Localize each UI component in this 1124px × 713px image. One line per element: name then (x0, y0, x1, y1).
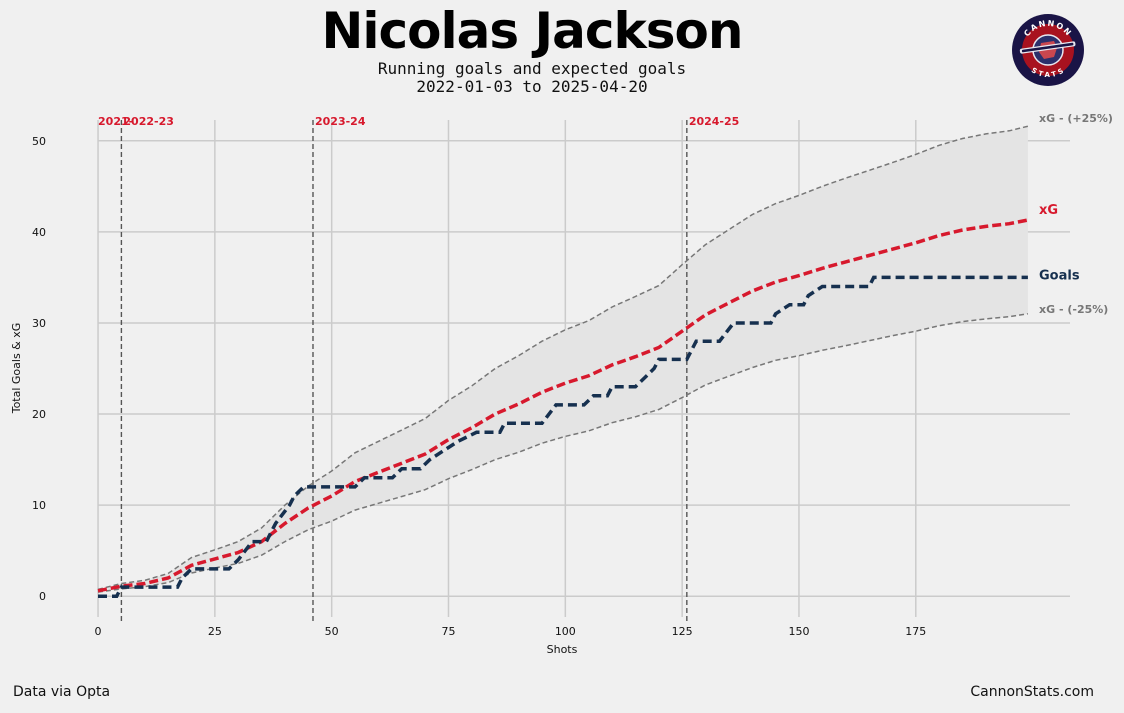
y-tick-label: 40 (32, 226, 46, 239)
cannonstats-logo: CANNON STATS (1012, 14, 1084, 86)
chart-subtitle: Running goals and expected goals (377, 59, 687, 78)
xg-minus-25-line (97, 313, 1029, 593)
x-tick-label: 50 (325, 625, 339, 638)
y-tick-label: 0 (39, 590, 46, 603)
date-range: 2022-01-03 to 2025-04-20 (416, 77, 648, 96)
x-tick-label: 150 (788, 625, 809, 638)
chart-title: Nicolas Jackson (321, 2, 744, 60)
series-lines (97, 125, 1029, 598)
data-source: Data via Opta (13, 684, 111, 700)
site-credit: CannonStats.com (970, 684, 1094, 700)
goals-end-label: Goals (1039, 268, 1080, 283)
y-tick-label: 30 (32, 317, 46, 330)
series-end-labels: xG - (+25%) xG Goals xG - (-25%) (1039, 112, 1113, 316)
xg-band (98, 126, 1028, 593)
goals-line (98, 275, 1028, 598)
x-tick-label: 25 (208, 625, 222, 638)
x-tick-label: 100 (555, 625, 576, 638)
y-axis-label: Total Goals & xG (10, 323, 23, 415)
axis-ticks: 0 25 50 75 100 125 150 175 0 10 20 30 40 50 (32, 135, 926, 638)
x-tick-label: 0 (95, 625, 102, 638)
y-tick-label: 10 (32, 499, 46, 512)
xg-line (97, 218, 1029, 593)
xg-minus-25-label: xG - (-25%) (1039, 303, 1108, 316)
season-label: 2024-25 (689, 115, 740, 128)
y-tick-label: 50 (32, 135, 46, 148)
x-tick-label: 75 (442, 625, 456, 638)
y-tick-label: 20 (32, 408, 46, 421)
x-tick-label: 175 (905, 625, 926, 638)
xg-plus-25-label: xG - (+25%) (1039, 112, 1113, 125)
season-label: 2023-24 (315, 115, 366, 128)
xg-end-label: xG (1039, 203, 1058, 218)
xg-range-fill (98, 126, 1028, 593)
season-label: 2021- (98, 115, 133, 128)
x-tick-label: 125 (672, 625, 693, 638)
x-axis-label: Shots (547, 643, 578, 656)
season-label: 2022-23 (123, 115, 174, 128)
